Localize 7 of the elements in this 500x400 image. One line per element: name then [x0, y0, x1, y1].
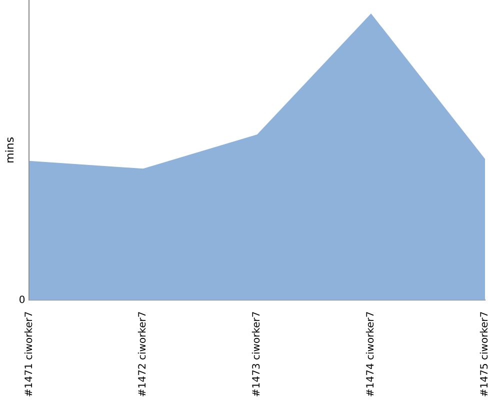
- x-tick-label: #1474 ciworker7: [366, 311, 377, 398]
- text: 0: [18, 294, 26, 306]
- x-tick-label: #1473 ciworker7: [252, 311, 263, 398]
- x-tick-label: #1475 ciworker7: [480, 311, 491, 398]
- y-axis-title: mins: [3, 136, 16, 164]
- x-tick-label: #1472 ciworker7: [138, 311, 149, 398]
- x-tick-label: #1471 ciworker7: [24, 311, 35, 398]
